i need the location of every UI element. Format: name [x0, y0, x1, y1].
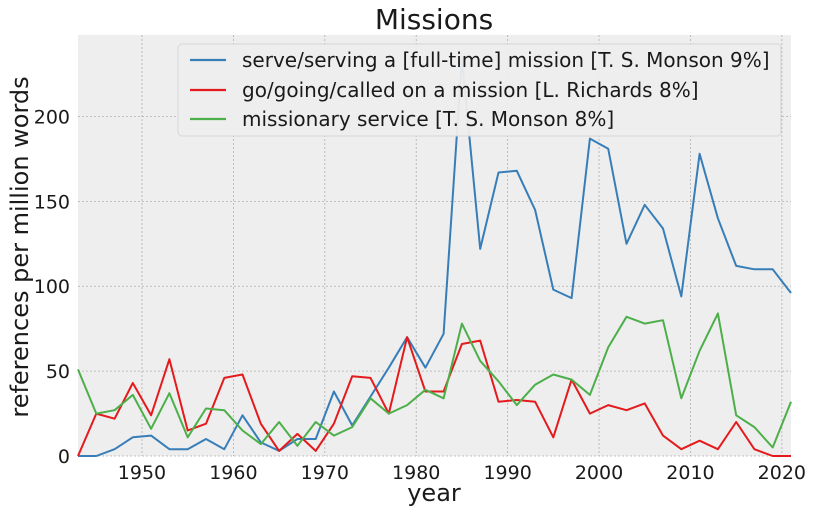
x-axis-label: year	[407, 479, 461, 507]
series-line-serve-mission	[78, 57, 792, 457]
x-tick-label: 2000	[575, 462, 623, 484]
legend: serve/serving a [full-time] mission [T. …	[177, 43, 782, 137]
y-tick-label: 100	[34, 276, 70, 298]
legend-label-missionary: missionary service [T. S. Monson 8%]	[242, 107, 614, 131]
legend-label-serve: serve/serving a [full-time] mission [T. …	[242, 48, 770, 72]
x-tick-label: 1970	[301, 462, 349, 484]
x-tick-label: 2010	[666, 462, 714, 484]
y-axis-label: references per million words	[6, 76, 34, 417]
x-tick-label: 1980	[392, 462, 440, 484]
y-tick-label: 50	[46, 361, 70, 383]
legend-label-go: go/going/called on a mission [L. Richard…	[242, 78, 699, 102]
y-tick-label: 0	[58, 446, 70, 468]
x-ticks: 1950 1960 1970 1980 1990 2000 2010 2020	[118, 462, 806, 484]
x-tick-label: 1960	[209, 462, 257, 484]
x-tick-label: 2020	[758, 462, 806, 484]
chart-title: Missions	[375, 3, 493, 36]
series-lines	[77, 57, 792, 457]
series-line-go-mission	[77, 336, 791, 457]
x-tick-label: 1990	[483, 462, 531, 484]
y-tick-label: 200	[34, 106, 70, 128]
x-tick-label: 1950	[118, 462, 166, 484]
y-ticks: 0 50 100 150 200	[34, 106, 70, 468]
legend-box	[177, 43, 782, 137]
y-tick-label: 150	[34, 191, 70, 213]
series-line-missionary-service	[77, 312, 792, 449]
